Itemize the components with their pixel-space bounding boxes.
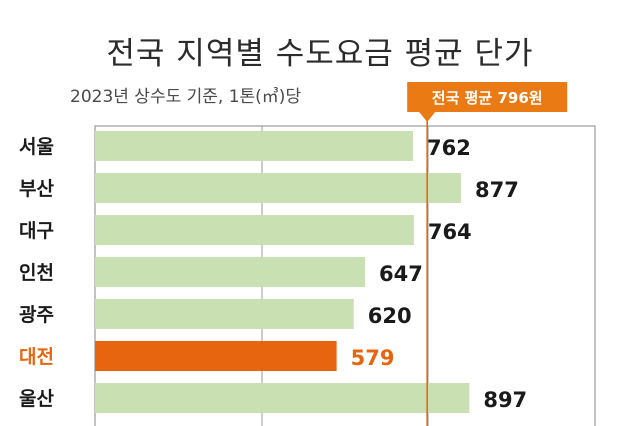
category-label-5: 광주: [19, 304, 54, 326]
chart-subtitle: 2023년 상수도 기준, 1톤(㎥)당: [70, 87, 302, 107]
value-label-1: 762: [427, 136, 471, 160]
average-badge: [407, 82, 568, 112]
value-label-6: 579: [351, 346, 395, 370]
category-label-3: 대구: [19, 220, 54, 242]
bar-4: [95, 257, 366, 287]
value-label-5: 620: [368, 304, 412, 328]
value-label-3: 764: [428, 220, 472, 244]
value-label-2: 877: [475, 178, 519, 202]
category-label-2: 부산: [19, 178, 54, 200]
chart-title: 전국 지역별 수도요금 평균 단가: [106, 36, 534, 72]
bar-3: [95, 215, 414, 245]
average-badge-label: 전국 평균 796원: [432, 89, 543, 107]
category-label-7: 울산: [19, 388, 54, 410]
category-label-1: 서울: [19, 136, 54, 158]
bar-2: [95, 173, 461, 203]
category-label-6: 대전: [19, 346, 54, 368]
bar-5: [95, 299, 354, 329]
bar-1: [95, 131, 413, 161]
average-badge-pointer: [419, 112, 436, 122]
bar-7: [95, 383, 470, 413]
value-label-4: 647: [379, 262, 423, 286]
category-label-4: 인천: [19, 262, 54, 284]
value-label-7: 897: [483, 388, 527, 412]
bar-6: [95, 341, 337, 371]
